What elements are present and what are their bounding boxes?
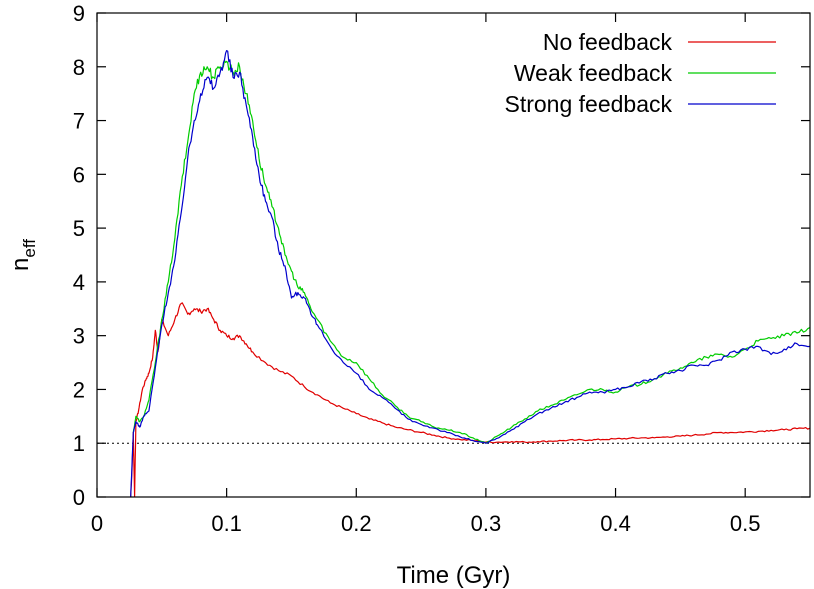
x-tick-label: 0.3 xyxy=(471,511,502,536)
y-tick-label: 0 xyxy=(73,485,85,510)
x-tick-label: 0.4 xyxy=(600,511,631,536)
y-tick-label: 6 xyxy=(73,162,85,187)
y-tick-label: 3 xyxy=(73,324,85,349)
ticks-layer xyxy=(96,12,810,498)
y-axis-title-main: n xyxy=(7,258,34,271)
series-layer xyxy=(130,49,810,497)
legend: No feedback Weak feedback Strong feedback xyxy=(504,29,776,117)
x-tick-label: 0.2 xyxy=(341,511,372,536)
x-axis-title: Time (Gyr) xyxy=(397,562,511,589)
legend-label: Weak feedback xyxy=(514,60,673,86)
x-tick-label: 0.1 xyxy=(211,511,242,536)
tick-labels-layer: 0 0.1 0.2 0.3 0.4 0.5 0 1 2 3 4 5 6 7 8 9 xyxy=(73,1,761,536)
series-line-weak-feedback xyxy=(132,59,810,444)
y-axis-title-subscript: eff xyxy=(20,239,39,258)
x-tick-label: 0.5 xyxy=(730,511,761,536)
y-tick-label: 1 xyxy=(73,431,85,456)
legend-label: Strong feedback xyxy=(504,91,672,117)
x-tick-label: 0 xyxy=(91,511,103,536)
plot-frame xyxy=(96,12,811,498)
series-line-strong-feedback xyxy=(130,49,810,497)
y-tick-label: 4 xyxy=(73,270,85,295)
y-tick-label: 5 xyxy=(73,216,85,241)
y-tick-label: 2 xyxy=(73,377,85,402)
legend-label: No feedback xyxy=(543,29,673,55)
y-tick-label: 8 xyxy=(73,55,85,80)
y-tick-label: 9 xyxy=(73,1,85,26)
y-axis-title: neff xyxy=(7,239,39,271)
y-tick-label: 7 xyxy=(73,109,85,134)
